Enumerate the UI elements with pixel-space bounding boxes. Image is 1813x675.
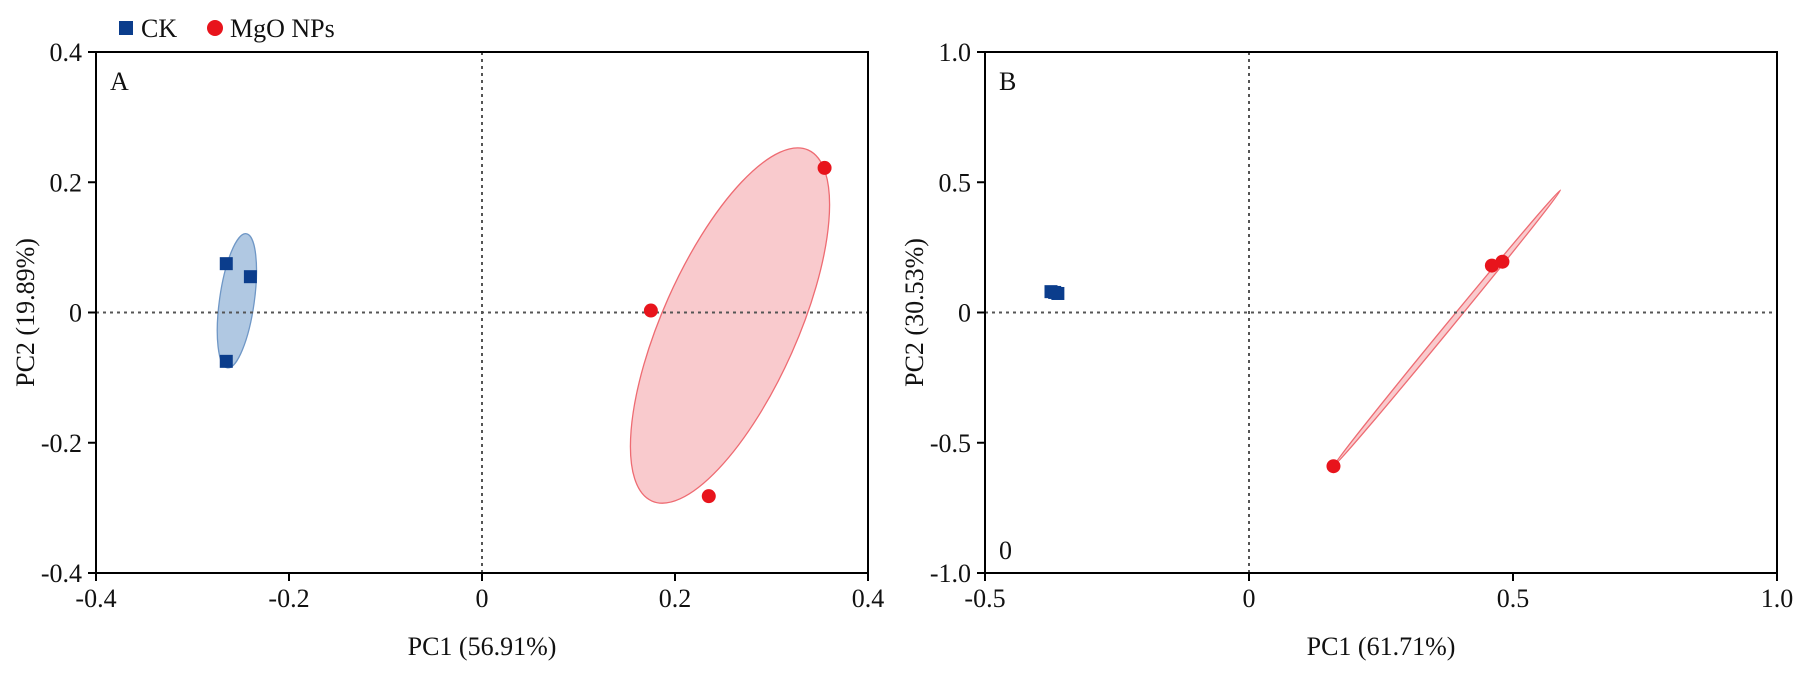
panel-label: A: [110, 67, 129, 96]
y-tick-label: 0: [958, 299, 971, 328]
y-tick-label: 0.5: [939, 168, 972, 197]
data-point-ck: [219, 354, 233, 368]
y-tick-label: -0.4: [41, 559, 82, 588]
y-tick-label: -1.0: [930, 559, 971, 588]
legend-marker-ck: [119, 21, 133, 35]
x-tick-label: 1.0: [1761, 584, 1794, 613]
legend-marker-mgo-nps: [207, 20, 223, 36]
x-tick-label: -0.4: [75, 584, 116, 613]
data-point-ck: [219, 257, 233, 271]
x-tick-label: -0.2: [268, 584, 309, 613]
legend-label: CK: [141, 14, 177, 43]
data-point-mgo-nps: [817, 160, 832, 175]
legend: CK MgO NPs: [119, 14, 335, 43]
confidence-ellipse: [216, 233, 258, 369]
data-point-ck: [243, 270, 257, 284]
panel-a: -0.4 -0.2 0 0.2 0.4 -0.4 -0.2 0 0.2 0.4 PC1 (56.91…: [11, 38, 884, 661]
corner-annotation: 0: [999, 536, 1012, 565]
y-axis-label: PC2 (30.53%): [900, 238, 929, 387]
data-point-mgo-nps: [643, 303, 658, 318]
y-tick-label: 0.2: [50, 168, 83, 197]
x-tick-label: 0.5: [1497, 584, 1530, 613]
x-axis-label: PC1 (56.91%): [408, 632, 557, 661]
data-point-mgo-nps: [1326, 459, 1341, 474]
confidence-ellipse: [1332, 189, 1562, 467]
x-tick-label: 0: [1243, 584, 1256, 613]
panel-label: B: [999, 67, 1016, 96]
y-axis-label: PC2 (19.89%): [11, 238, 40, 387]
x-tick-label: -0.5: [964, 584, 1005, 613]
legend-label: MgO NPs: [230, 14, 335, 43]
y-tick-label: 0.4: [50, 38, 83, 67]
data-point-mgo-nps: [1495, 254, 1510, 269]
x-tick-label: 0.2: [659, 584, 692, 613]
data-point-ck: [1048, 285, 1062, 299]
x-tick-label: 0.4: [852, 584, 885, 613]
data-point-mgo-nps: [1484, 258, 1499, 273]
y-tick-label: -0.2: [41, 429, 82, 458]
data-point-mgo-nps: [701, 489, 716, 504]
x-tick-label: 0: [476, 584, 489, 613]
x-axis-label: PC1 (61.71%): [1307, 632, 1456, 661]
y-tick-label: 1.0: [939, 38, 972, 67]
y-tick-label: -0.5: [930, 429, 971, 458]
confidence-ellipse: [629, 147, 831, 504]
y-tick-label: 0: [69, 299, 82, 328]
